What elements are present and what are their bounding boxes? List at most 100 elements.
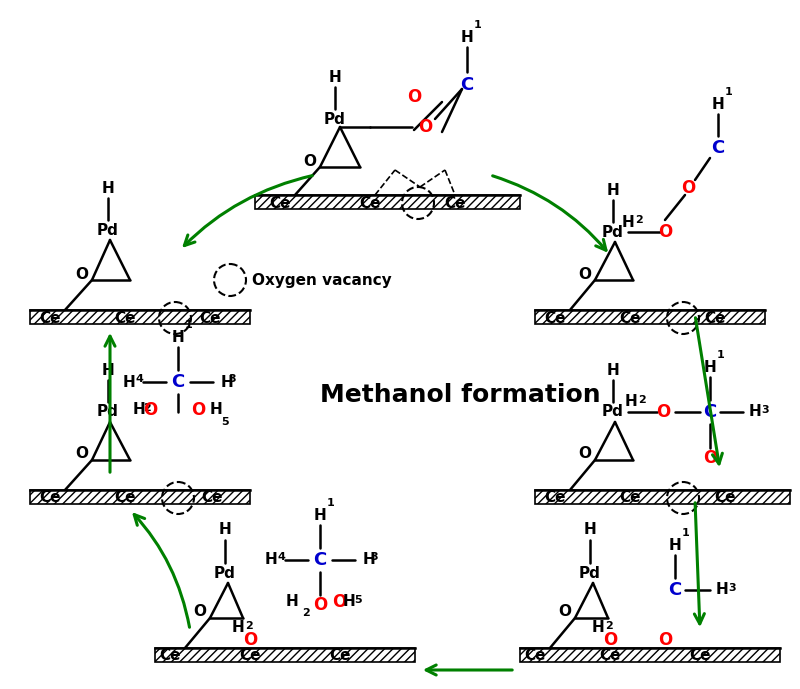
- Text: O: O: [332, 593, 346, 611]
- Text: Methanol formation: Methanol formation: [320, 383, 600, 407]
- Text: Ce: Ce: [39, 311, 61, 325]
- Text: H: H: [363, 553, 376, 568]
- Text: O: O: [603, 631, 617, 649]
- Text: Ce: Ce: [704, 311, 726, 325]
- Text: O: O: [658, 631, 672, 649]
- Text: Ce: Ce: [714, 491, 736, 506]
- Text: H: H: [264, 553, 277, 568]
- Bar: [30, 490, 250, 504]
- Text: Ce: Ce: [619, 491, 641, 506]
- Text: H: H: [122, 375, 135, 389]
- Text: H: H: [172, 329, 184, 344]
- Text: 1: 1: [474, 20, 482, 30]
- Text: O: O: [303, 154, 317, 169]
- Text: O: O: [578, 446, 591, 462]
- Text: 4: 4: [135, 374, 143, 384]
- Text: 3: 3: [761, 405, 769, 415]
- Text: Ce: Ce: [544, 491, 566, 506]
- Text: 1: 1: [327, 498, 334, 508]
- Text: O: O: [658, 223, 672, 241]
- Text: O: O: [143, 401, 157, 419]
- Text: Pd: Pd: [97, 223, 119, 238]
- Text: H: H: [704, 360, 716, 375]
- Text: 4: 4: [277, 552, 285, 562]
- Text: Ce: Ce: [524, 648, 546, 664]
- Text: 3: 3: [228, 374, 236, 384]
- Text: C: C: [668, 581, 682, 599]
- Text: H: H: [102, 362, 114, 378]
- Text: H: H: [133, 402, 146, 418]
- Text: 2: 2: [605, 621, 613, 631]
- Text: 1: 1: [725, 87, 733, 97]
- Text: Ce: Ce: [199, 311, 221, 325]
- Text: C: C: [314, 551, 326, 569]
- Text: O: O: [418, 118, 432, 136]
- Text: 5: 5: [354, 595, 362, 605]
- Text: 2: 2: [143, 403, 150, 413]
- Text: Ce: Ce: [159, 648, 181, 664]
- Text: H: H: [461, 30, 474, 45]
- Text: H: H: [221, 375, 234, 389]
- Text: Ce: Ce: [359, 196, 381, 211]
- Text: Ce: Ce: [270, 196, 290, 211]
- Text: H: H: [102, 181, 114, 196]
- Text: O: O: [558, 604, 571, 619]
- Text: O: O: [194, 604, 206, 619]
- Text: C: C: [460, 76, 474, 94]
- Text: 1: 1: [185, 320, 193, 330]
- Text: O: O: [578, 267, 591, 282]
- Text: Pd: Pd: [214, 566, 236, 581]
- Text: O: O: [191, 401, 205, 419]
- Text: H: H: [329, 70, 342, 85]
- Text: Ce: Ce: [39, 491, 61, 506]
- Text: Pd: Pd: [324, 112, 346, 127]
- Text: O: O: [703, 449, 717, 467]
- Text: O: O: [243, 631, 257, 649]
- Text: C: C: [711, 139, 725, 157]
- Text: C: C: [703, 403, 717, 421]
- Text: 3: 3: [728, 583, 736, 593]
- Text: H: H: [749, 404, 762, 420]
- Text: Ce: Ce: [619, 311, 641, 325]
- Text: 2: 2: [638, 395, 646, 405]
- Text: Ce: Ce: [239, 648, 261, 664]
- Text: H: H: [592, 621, 604, 635]
- Text: Pd: Pd: [602, 225, 624, 240]
- Text: H: H: [584, 522, 596, 537]
- Text: Ce: Ce: [114, 311, 136, 325]
- Text: Ce: Ce: [114, 491, 136, 506]
- Text: 2: 2: [302, 608, 310, 618]
- Text: H: H: [343, 595, 356, 610]
- Text: Pd: Pd: [602, 404, 624, 420]
- Text: 1: 1: [717, 350, 725, 360]
- Text: Oxygen vacancy: Oxygen vacancy: [252, 273, 392, 287]
- Bar: [30, 310, 250, 324]
- Text: H: H: [218, 522, 231, 537]
- Text: O: O: [75, 446, 89, 462]
- Text: 1: 1: [682, 528, 690, 538]
- Text: Ce: Ce: [690, 648, 710, 664]
- Text: Ce: Ce: [202, 491, 222, 506]
- Text: H: H: [625, 395, 638, 409]
- Bar: [155, 648, 415, 662]
- Text: H: H: [286, 595, 298, 610]
- Text: Ce: Ce: [444, 196, 466, 211]
- Text: O: O: [313, 596, 327, 614]
- Text: Pd: Pd: [579, 566, 601, 581]
- Text: Ce: Ce: [599, 648, 621, 664]
- Text: H: H: [606, 183, 619, 198]
- Text: H: H: [606, 362, 619, 378]
- Text: H: H: [232, 621, 244, 635]
- Text: H: H: [669, 537, 682, 553]
- Text: H: H: [210, 402, 222, 418]
- Text: O: O: [75, 267, 89, 282]
- Text: 5: 5: [221, 417, 229, 427]
- Bar: [255, 195, 520, 209]
- Text: 2: 2: [245, 621, 253, 631]
- Text: Pd: Pd: [97, 404, 119, 420]
- Text: O: O: [656, 403, 670, 421]
- Text: 3: 3: [370, 552, 378, 562]
- Text: Ce: Ce: [330, 648, 350, 664]
- Text: H: H: [712, 96, 724, 112]
- Text: H: H: [622, 214, 634, 229]
